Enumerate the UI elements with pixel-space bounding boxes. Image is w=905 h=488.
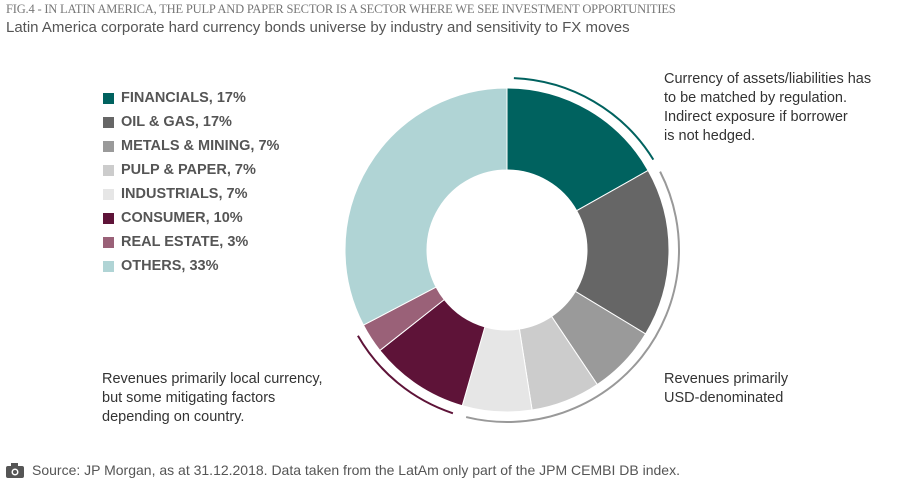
legend-swatch — [103, 260, 114, 272]
annotation-usd: Revenues primarily USD-denominated — [664, 370, 788, 408]
annotation-line: Revenues primarily — [664, 371, 789, 387]
annotation-line: USD-denominated — [664, 390, 784, 406]
annotation-line: Revenues primarily local currency, — [102, 371, 323, 387]
legend-item: OTHERS, 33% — [103, 254, 279, 278]
camera-icon — [6, 462, 24, 478]
legend-item: FINANCIALS, 17% — [103, 86, 279, 110]
annotation-financials: Currency of assets/liabilities has to be … — [664, 70, 871, 146]
legend-label: INDUSTRIALS, 7% — [121, 186, 248, 202]
legend-swatch — [103, 92, 114, 104]
legend-swatch — [103, 236, 114, 248]
legend-label: OIL & GAS, 17% — [121, 114, 232, 130]
chart-subtitle: Latin America corporate hard currency bo… — [6, 19, 630, 36]
annotation-arc — [513, 77, 655, 161]
legend-item: REAL ESTATE, 3% — [103, 230, 279, 254]
legend-label: PULP & PAPER, 7% — [121, 162, 256, 178]
annotation-arc — [465, 171, 680, 423]
legend-label: FINANCIALS, 17% — [121, 90, 246, 106]
slice-financials — [506, 87, 649, 212]
source-note: Source: JP Morgan, as at 31.12.2018. Dat… — [6, 462, 680, 478]
slice-others — [344, 87, 508, 326]
annotation-line: is not hedged. — [664, 128, 756, 144]
annotation-arc — [357, 335, 454, 415]
legend-label: REAL ESTATE, 3% — [121, 234, 249, 250]
annotation-line: Currency of assets/liabilities has — [664, 71, 872, 87]
legend-item: OIL & GAS, 17% — [103, 110, 279, 134]
legend-item: METALS & MINING, 7% — [103, 134, 279, 158]
legend-label: OTHERS, 33% — [121, 258, 219, 274]
annotation-local: Revenues primarily local currency, but so… — [102, 370, 323, 427]
legend-swatch — [103, 140, 114, 152]
annotation-line: Indirect exposure if borrower — [664, 109, 848, 125]
legend-swatch — [103, 164, 114, 176]
source-text: Source: JP Morgan, as at 31.12.2018. Dat… — [32, 462, 680, 478]
legend-item: CONSUMER, 10% — [103, 206, 279, 230]
figure-title: FIG.4 - IN LATIN AMERICA, THE PULP AND P… — [6, 2, 676, 16]
legend-swatch — [103, 116, 114, 128]
legend-item: INDUSTRIALS, 7% — [103, 182, 279, 206]
legend: FINANCIALS, 17% OIL & GAS, 17% METALS & MI… — [103, 86, 279, 278]
annotation-line: but some mitigating factors — [102, 390, 276, 406]
legend-item: PULP & PAPER, 7% — [103, 158, 279, 182]
legend-swatch — [103, 212, 114, 224]
slice-oil-gas — [574, 169, 670, 335]
legend-label: CONSUMER, 10% — [121, 210, 243, 226]
annotation-line: depending on country. — [102, 409, 245, 425]
legend-label: METALS & MINING, 7% — [121, 138, 280, 154]
legend-swatch — [103, 188, 114, 200]
annotation-line: to be matched by regulation. — [664, 90, 847, 106]
